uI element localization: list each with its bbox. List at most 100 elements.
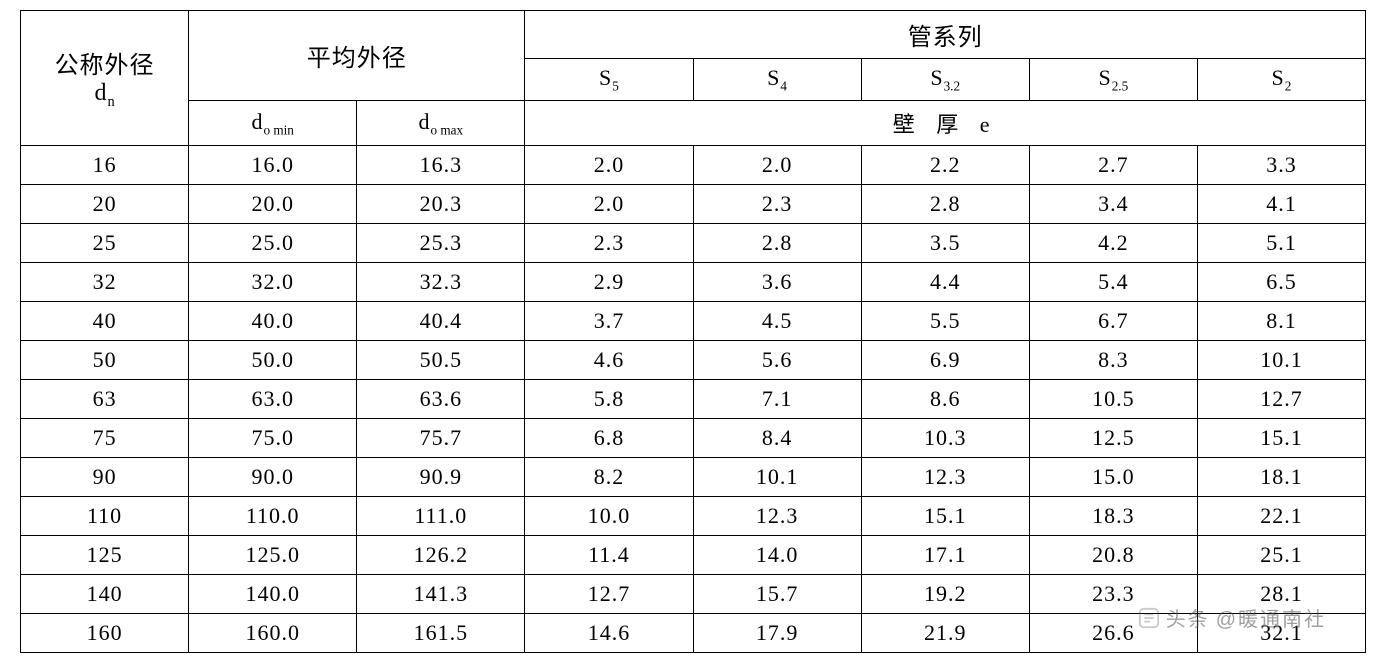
cell-S4: 17.9 (693, 614, 861, 653)
cell-do_max: 141.3 (357, 575, 525, 614)
cell-S3_2: 21.9 (861, 614, 1029, 653)
cell-dn: 110 (21, 497, 189, 536)
cell-S3_2: 4.4 (861, 263, 1029, 302)
cell-do_min: 125.0 (189, 536, 357, 575)
cell-dn: 20 (21, 185, 189, 224)
cell-S5: 4.6 (525, 341, 693, 380)
cell-dn: 160 (21, 614, 189, 653)
cell-S2_5: 8.3 (1029, 341, 1197, 380)
table-row: 1616.016.32.02.02.22.73.3 (21, 146, 1366, 185)
cell-S2_5: 18.3 (1029, 497, 1197, 536)
cell-S2: 18.1 (1197, 458, 1365, 497)
cell-do_min: 25.0 (189, 224, 357, 263)
cell-S3_2: 3.5 (861, 224, 1029, 263)
cell-S5: 2.3 (525, 224, 693, 263)
cell-S5: 8.2 (525, 458, 693, 497)
cell-do_min: 75.0 (189, 419, 357, 458)
cell-S2: 15.1 (1197, 419, 1365, 458)
cell-do_max: 32.3 (357, 263, 525, 302)
series-header-2: S3.2 (861, 59, 1029, 101)
cell-do_max: 50.5 (357, 341, 525, 380)
cell-S2: 6.5 (1197, 263, 1365, 302)
cell-S2_5: 4.2 (1029, 224, 1197, 263)
cell-S5: 10.0 (525, 497, 693, 536)
cell-S5: 6.8 (525, 419, 693, 458)
cell-S3_2: 10.3 (861, 419, 1029, 458)
cell-do_min: 20.0 (189, 185, 357, 224)
col-pipe-series: 管系列 (525, 11, 1366, 59)
series-header-3: S2.5 (1029, 59, 1197, 101)
cell-do_max: 20.3 (357, 185, 525, 224)
cell-do_min: 90.0 (189, 458, 357, 497)
cell-do_max: 25.3 (357, 224, 525, 263)
series-header-1: S4 (693, 59, 861, 101)
table-row: 3232.032.32.93.64.45.46.5 (21, 263, 1366, 302)
watermark-prefix: 头条 (1166, 603, 1210, 632)
cell-S2: 4.1 (1197, 185, 1365, 224)
cell-S4: 10.1 (693, 458, 861, 497)
cell-S2: 25.1 (1197, 536, 1365, 575)
cell-S4: 2.3 (693, 185, 861, 224)
cell-do_max: 111.0 (357, 497, 525, 536)
cell-do_max: 16.3 (357, 146, 525, 185)
table-row: 7575.075.76.88.410.312.515.1 (21, 419, 1366, 458)
cell-dn: 32 (21, 263, 189, 302)
cell-S3_2: 8.6 (861, 380, 1029, 419)
cell-do_max: 63.6 (357, 380, 525, 419)
series-header-0: S5 (525, 59, 693, 101)
table-row: 6363.063.65.87.18.610.512.7 (21, 380, 1366, 419)
series-header-4: S2 (1197, 59, 1365, 101)
cell-dn: 40 (21, 302, 189, 341)
cell-S2_5: 2.7 (1029, 146, 1197, 185)
cell-S3_2: 19.2 (861, 575, 1029, 614)
table-row: 2020.020.32.02.32.83.44.1 (21, 185, 1366, 224)
cell-S3_2: 12.3 (861, 458, 1029, 497)
cell-do_min: 63.0 (189, 380, 357, 419)
cell-S5: 11.4 (525, 536, 693, 575)
cell-do_max: 161.5 (357, 614, 525, 653)
cell-dn: 50 (21, 341, 189, 380)
cell-S5: 2.0 (525, 146, 693, 185)
cell-do_max: 90.9 (357, 458, 525, 497)
table-body: 1616.016.32.02.02.22.73.32020.020.32.02.… (21, 146, 1366, 653)
table-row: 2525.025.32.32.83.54.25.1 (21, 224, 1366, 263)
cell-S2: 3.3 (1197, 146, 1365, 185)
cell-S5: 2.9 (525, 263, 693, 302)
col-avg-od: 平均外径 (189, 11, 525, 101)
cell-S5: 2.0 (525, 185, 693, 224)
cell-do_min: 40.0 (189, 302, 357, 341)
cell-S2: 12.7 (1197, 380, 1365, 419)
cell-S2_5: 10.5 (1029, 380, 1197, 419)
cell-S4: 15.7 (693, 575, 861, 614)
cell-do_min: 16.0 (189, 146, 357, 185)
col-wall-thickness: 壁 厚 e (525, 101, 1366, 146)
cell-dn: 125 (21, 536, 189, 575)
cell-S4: 3.6 (693, 263, 861, 302)
cell-dn: 75 (21, 419, 189, 458)
cell-S4: 4.5 (693, 302, 861, 341)
cell-S2_5: 12.5 (1029, 419, 1197, 458)
cell-dn: 16 (21, 146, 189, 185)
cell-S4: 14.0 (693, 536, 861, 575)
table-row: 9090.090.98.210.112.315.018.1 (21, 458, 1366, 497)
cell-S4: 2.8 (693, 224, 861, 263)
col-do-max: do max (357, 101, 525, 146)
watermark-account: @暖通南社 (1216, 603, 1326, 632)
col-do-min: do min (189, 101, 357, 146)
cell-S3_2: 2.2 (861, 146, 1029, 185)
pipe-spec-table: 公称外径 dn 平均外径 管系列 S5S4S3.2S2.5S2 do min d… (20, 10, 1366, 653)
cell-S5: 3.7 (525, 302, 693, 341)
cell-S2: 8.1 (1197, 302, 1365, 341)
cell-do_max: 126.2 (357, 536, 525, 575)
cell-S2_5: 15.0 (1029, 458, 1197, 497)
nominal-od-symbol: dn (94, 80, 114, 106)
cell-S3_2: 6.9 (861, 341, 1029, 380)
cell-dn: 140 (21, 575, 189, 614)
table-header: 公称外径 dn 平均外径 管系列 S5S4S3.2S2.5S2 do min d… (21, 11, 1366, 146)
cell-S4: 2.0 (693, 146, 861, 185)
toutiao-icon (1138, 607, 1160, 629)
col-nominal-od: 公称外径 dn (21, 11, 189, 146)
cell-S2: 22.1 (1197, 497, 1365, 536)
cell-S2_5: 3.4 (1029, 185, 1197, 224)
table-row: 4040.040.43.74.55.56.78.1 (21, 302, 1366, 341)
